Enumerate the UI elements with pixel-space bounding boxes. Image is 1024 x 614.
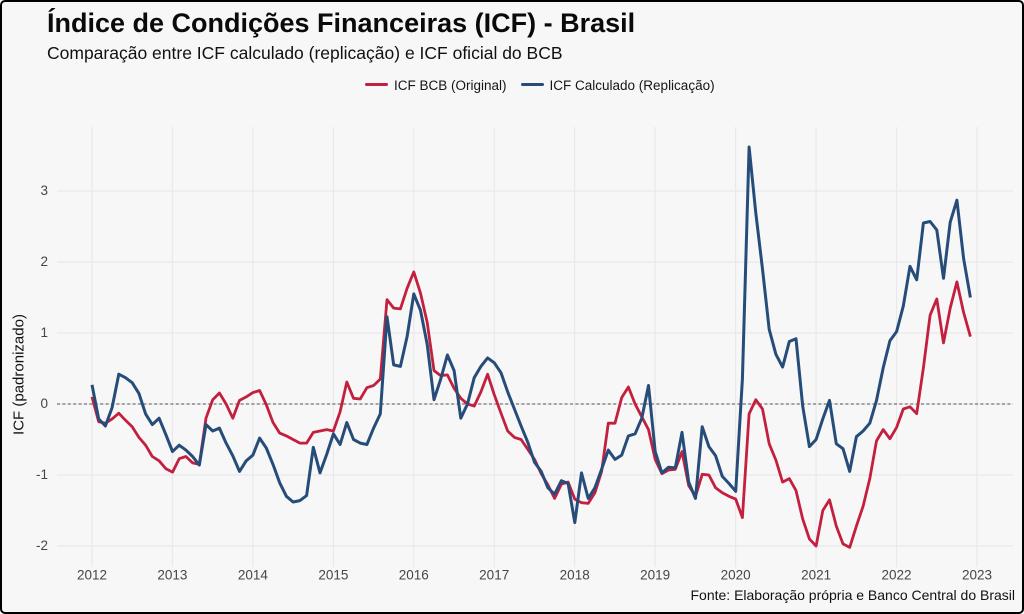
svg-text:2022: 2022 [881,568,911,583]
svg-text:0: 0 [40,396,48,411]
svg-text:-2: -2 [36,538,48,553]
svg-text:2016: 2016 [399,568,429,583]
svg-text:2019: 2019 [640,568,670,583]
svg-text:2017: 2017 [479,568,509,583]
svg-text:2: 2 [40,254,48,269]
svg-text:2015: 2015 [318,568,348,583]
svg-text:2018: 2018 [560,568,590,583]
svg-text:3: 3 [40,183,48,198]
svg-text:2014: 2014 [238,568,269,583]
svg-text:2013: 2013 [157,568,187,583]
svg-text:2012: 2012 [77,568,107,583]
svg-text:2021: 2021 [801,568,831,583]
svg-text:2020: 2020 [721,568,751,583]
svg-text:-1: -1 [36,467,48,482]
svg-text:2023: 2023 [962,568,992,583]
svg-text:1: 1 [40,325,48,340]
